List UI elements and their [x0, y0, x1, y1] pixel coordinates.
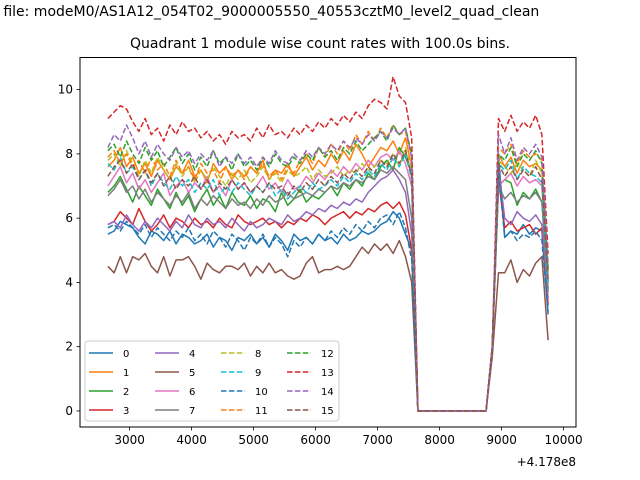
legend-label-4: 4 [189, 349, 195, 360]
legend-label-0: 0 [123, 349, 129, 360]
x-offset-label: +4.178e8 [517, 455, 576, 469]
x-tick-label: 9000 [486, 433, 517, 447]
legend-label-5: 5 [189, 368, 195, 379]
legend-label-14: 14 [321, 387, 334, 398]
legend-label-2: 2 [123, 387, 129, 398]
legend-label-11: 11 [255, 406, 268, 417]
x-tick-label: 8000 [424, 433, 455, 447]
series-line-9 [107, 153, 549, 412]
figure-title: n file: modeM0/AS1A12_054T02_9000005550_… [0, 4, 540, 20]
legend-label-3: 3 [123, 406, 129, 417]
y-tick-label: 2 [65, 340, 73, 354]
legend-label-7: 7 [189, 406, 195, 417]
x-tick-label: 5000 [238, 433, 269, 447]
y-tick-label: 10 [58, 83, 73, 97]
chart-title: Quadrant 1 module wise count rates with … [130, 36, 510, 52]
series-lines [107, 76, 549, 412]
x-tick-label: 3000 [114, 433, 145, 447]
legend-label-15: 15 [321, 406, 334, 417]
legend-box [84, 340, 340, 422]
legend-label-1: 1 [123, 368, 129, 379]
y-tick-label: 4 [65, 275, 73, 289]
legend-label-8: 8 [255, 349, 261, 360]
legend-label-6: 6 [189, 387, 195, 398]
series-line-15 [107, 149, 549, 412]
series-line-11 [107, 124, 549, 412]
y-tick-label: 6 [65, 211, 73, 225]
plot-frame [79, 57, 577, 428]
legend-label-10: 10 [255, 387, 268, 398]
legend-label-12: 12 [321, 349, 334, 360]
x-tick-label: 6000 [300, 433, 331, 447]
x-tick-label: 10000 [545, 433, 583, 447]
legend-label-13: 13 [321, 368, 334, 379]
y-tick-label: 0 [65, 404, 73, 418]
x-tick-label: 7000 [362, 433, 393, 447]
series-line-13 [107, 76, 549, 412]
legend-label-9: 9 [255, 368, 261, 379]
y-tick-label: 8 [65, 147, 73, 161]
x-tick-label: 4000 [176, 433, 207, 447]
